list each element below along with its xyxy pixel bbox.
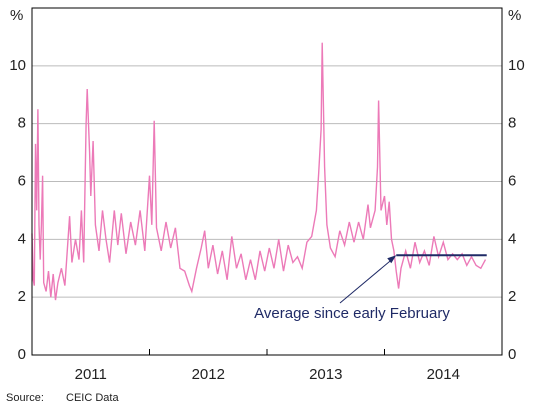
annotation-arrow	[339, 258, 393, 304]
y-tick-label-right: 6	[508, 172, 516, 189]
x-tick-label: 2014	[427, 366, 460, 383]
y-unit-left: %	[10, 7, 23, 24]
source: CEIC Data	[66, 392, 119, 404]
source-label: Source:	[6, 392, 44, 404]
y-tick-label-right: 0	[508, 346, 516, 363]
x-tick-label: 2011	[75, 366, 107, 383]
y-tick-label-right: 4	[508, 230, 516, 247]
y-tick-label-left: 6	[18, 172, 26, 189]
y-tick-label-left: 10	[9, 57, 26, 74]
x-tick-label: 2013	[309, 366, 342, 383]
y-tick-label-right: 10	[508, 57, 525, 74]
annotation-text: Average since early February	[254, 305, 450, 322]
y-unit-right: %	[508, 7, 521, 24]
y-tick-label-right: 2	[508, 288, 516, 305]
plot-frame	[31, 7, 503, 356]
y-tick-label-right: 8	[508, 115, 516, 132]
arrow-head	[387, 255, 397, 264]
y-tick-label-left: 0	[18, 346, 26, 363]
y-tick-label-left: 2	[18, 288, 26, 305]
y-tick-label-left: 4	[18, 230, 26, 247]
line	[31, 42, 487, 301]
y-tick-label-left: 8	[18, 115, 26, 132]
x-tick-label: 2012	[192, 366, 225, 383]
